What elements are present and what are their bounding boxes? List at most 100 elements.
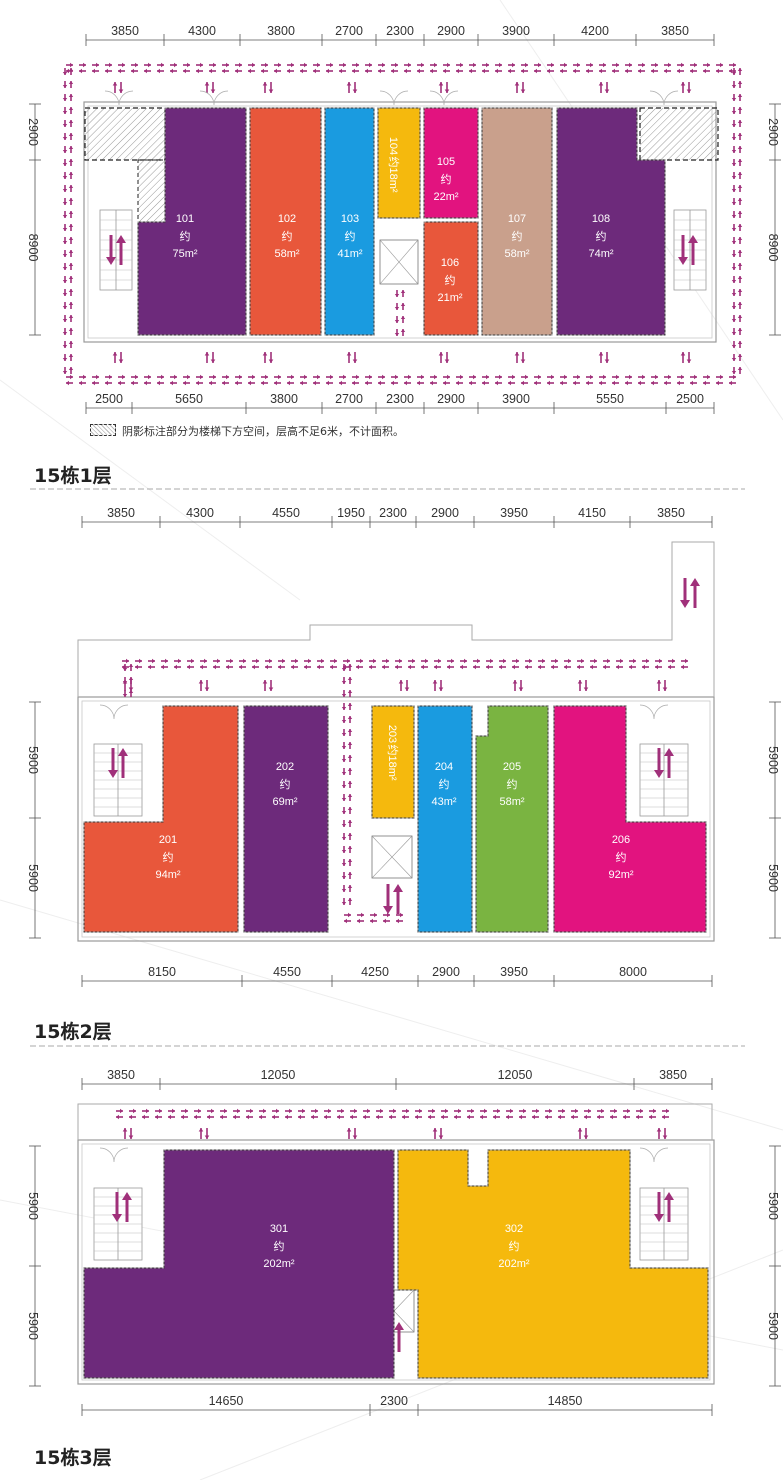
flow-arrow-head — [291, 374, 294, 380]
flow-arrow-head — [287, 380, 290, 386]
flow-arrow-head — [603, 664, 606, 670]
dim-label: 2900 — [437, 392, 465, 406]
flow-arrow-head — [70, 374, 73, 380]
flow-arrow-head — [304, 62, 307, 68]
flow-arrow-head — [378, 380, 381, 386]
flow-arrow-head — [584, 1114, 587, 1120]
flow-arrow-head — [347, 807, 353, 810]
unit-104-label: 约 — [387, 157, 400, 168]
flow-arrow-head — [525, 664, 528, 670]
entry-arrow-head — [514, 352, 520, 356]
flow-arrow-head — [68, 133, 74, 136]
stair-arrow-head — [106, 257, 116, 265]
flow-arrow-head — [222, 380, 225, 386]
dim-dims_top: 3850 4300 4550 1950 2300 2900 3950 4150 3850 — [81, 506, 713, 528]
flow-arrow-head — [298, 1114, 301, 1120]
dim-label: 3850 — [111, 24, 139, 38]
flow-arrow-head — [564, 62, 567, 68]
flow-arrow-head — [308, 658, 311, 664]
flow-arrow-head — [341, 746, 347, 749]
flow-arrow-head — [425, 658, 428, 664]
flow-arrow-head — [68, 172, 74, 175]
flow-arrow-head — [729, 380, 732, 386]
flow-arrow-head — [408, 664, 411, 670]
flow-arrow-head — [529, 658, 532, 664]
flow-arrow-head — [278, 664, 281, 670]
entry-arrow-head — [352, 89, 358, 93]
flow-arrow-head — [694, 62, 697, 68]
entry-arrow-head — [520, 89, 526, 93]
flow-arrow-head — [394, 294, 400, 297]
flow-arrow-head — [92, 380, 95, 386]
flow-arrow-head — [317, 664, 320, 670]
unit-301: 301 约 202m² — [83, 1149, 395, 1379]
entry-arrow-head — [444, 89, 450, 93]
flow-arrow-head — [369, 62, 372, 68]
flow-arrow-head — [341, 902, 347, 905]
flow-arrow-head — [347, 768, 353, 771]
bg-line — [0, 899, 783, 1131]
flow-arrow-head — [737, 159, 743, 162]
entry-arrow-head — [346, 82, 352, 86]
flow-arrow-head — [363, 1114, 366, 1120]
flow-arrow-head — [148, 664, 151, 670]
flow-arrow-head — [737, 250, 743, 253]
flow-arrow-head — [330, 374, 333, 380]
flow-arrow-head — [356, 374, 359, 380]
flow-arrow-head — [374, 912, 377, 918]
flow-arrow-head — [131, 68, 134, 74]
flow-arrow-head — [525, 62, 528, 68]
dim-dims_right: 5900 5900 — [766, 1145, 781, 1387]
flow-arrow-head — [703, 68, 706, 74]
flow-arrow-head — [642, 62, 645, 68]
flow-arrow-head — [315, 1108, 318, 1114]
flow-arrow-head — [737, 94, 743, 97]
flow-arrow-head — [532, 1114, 535, 1120]
entry-arrow-head — [438, 82, 444, 86]
unit-302-label: 约 — [509, 1240, 520, 1253]
flow-arrow-head — [612, 68, 615, 74]
flow-arrow-head — [341, 681, 347, 684]
flow-arrow-head — [343, 374, 346, 380]
unit-206-shape — [553, 705, 707, 933]
entry-arrow-head — [198, 680, 204, 684]
flow-arrow-head — [348, 912, 351, 918]
flow-arrow-head — [430, 68, 433, 74]
flow-arrow-head — [62, 358, 68, 361]
unit-105-label: 约 — [441, 173, 452, 186]
entry-arrow-head — [204, 352, 210, 356]
flow-arrow-head — [347, 755, 353, 758]
flow-arrow-head — [68, 289, 74, 292]
flow-arrow-head — [354, 1108, 357, 1114]
flow-arrow-head — [737, 341, 743, 344]
flow-arrow-head — [417, 380, 420, 386]
flow-arrow-head — [248, 68, 251, 74]
flow-arrow-head — [521, 68, 524, 74]
flow-arrow-head — [170, 68, 173, 74]
flow-arrow-head — [347, 885, 353, 888]
flow-arrow-head — [737, 263, 743, 266]
flow-arrow-head — [534, 68, 537, 74]
flow-arrow-head — [534, 380, 537, 386]
flow-arrow-head — [256, 658, 259, 664]
flow-arrow-head — [376, 1114, 379, 1120]
unit-203-outline — [371, 705, 415, 819]
flow-arrow-head — [343, 62, 346, 68]
flow-arrow-head — [731, 280, 737, 283]
flow-arrow-head — [131, 380, 134, 386]
flow-arrow-head — [737, 107, 743, 110]
flow-arrow-head — [666, 1108, 669, 1114]
flow-arrow-head — [564, 664, 567, 670]
flow-arrow-head — [341, 798, 347, 801]
flow-arrow-head — [737, 289, 743, 292]
flow-arrow-head — [68, 185, 74, 188]
flow-arrow-head — [252, 374, 255, 380]
dim-label: 3950 — [500, 965, 528, 979]
flow-arrow-head — [490, 658, 493, 664]
unit-301-outline — [83, 1149, 395, 1379]
flow-arrow-head — [625, 380, 628, 386]
flow-arrow-head — [396, 918, 399, 924]
flow-arrow-head — [395, 664, 398, 670]
unit-201-area: 94m² — [155, 869, 180, 881]
flow-arrow-head — [629, 664, 632, 670]
